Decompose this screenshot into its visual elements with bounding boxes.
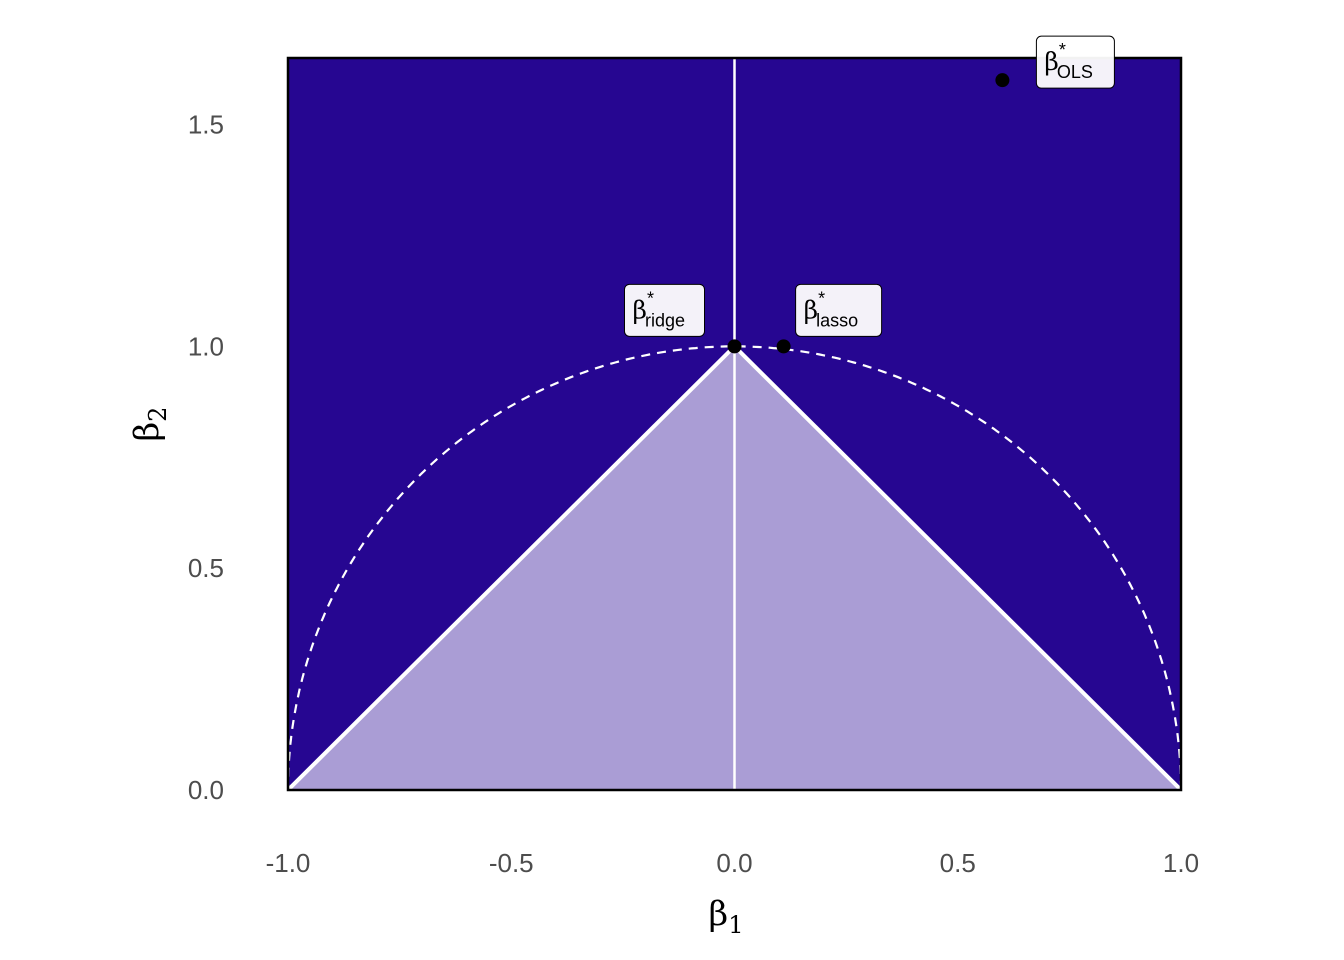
y-axis-ticks: 0.0 0.5 1.0 1.5 (188, 110, 224, 805)
point-ols (995, 73, 1010, 88)
x-tick-label: -0.5 (489, 848, 534, 878)
ridge-constraint-boundary (288, 345, 1181, 790)
point-lasso (776, 339, 791, 354)
label-box (795, 283, 883, 337)
y-tick-label: 0.0 (188, 775, 224, 805)
label-ridge: β* ridge (624, 283, 705, 337)
label-box (1035, 35, 1115, 89)
label-ols: β* OLS (1035, 35, 1115, 89)
label-text: β* OLS (1044, 40, 1093, 82)
x-tick-label: 0.0 (716, 848, 752, 878)
y-tick-label: 1.5 (188, 110, 224, 140)
panel-border (286, 56, 1183, 792)
y-tick-label: 1.0 (188, 331, 224, 361)
label-text: β* lasso (804, 288, 859, 330)
points-layer: β* OLS β* ridge β* lasso (624, 35, 1115, 354)
x-tick-label: -1.0 (266, 848, 311, 878)
y-tick-label: 0.5 (188, 553, 224, 583)
x-tick-label: 1.0 (1163, 848, 1199, 878)
point-ridge (727, 339, 742, 354)
label-text: β* ridge (633, 288, 686, 330)
y-axis-title: β2 (127, 407, 172, 442)
label-box (624, 283, 705, 337)
x-axis-ticks: -1.0 -0.5 0.0 0.5 1.0 (266, 848, 1199, 878)
x-axis-title: β1 (709, 894, 744, 939)
x-tick-label: 0.5 (940, 848, 976, 878)
label-lasso: β* lasso (795, 283, 883, 337)
